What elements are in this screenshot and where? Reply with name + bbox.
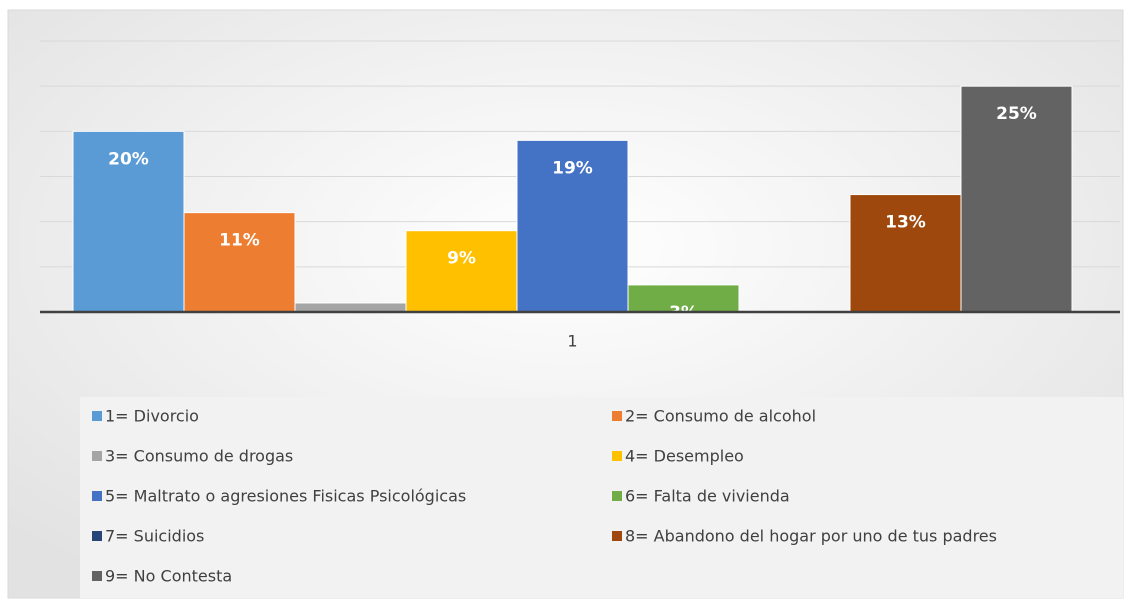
- legend-label: 7= Suicidios: [105, 527, 204, 546]
- legend-swatch: [92, 571, 102, 581]
- legend-label: 6= Falta de vivienda: [625, 487, 790, 506]
- bar: [849, 194, 962, 312]
- bar: [627, 284, 740, 312]
- legend-swatch: [612, 491, 622, 501]
- legend-swatch: [612, 411, 622, 421]
- bar: [72, 130, 185, 312]
- legend-label: 1= Divorcio: [105, 407, 199, 426]
- data-label: 25%: [996, 104, 1037, 124]
- legend-box: [80, 397, 1123, 598]
- legend-label: 9= No Contesta: [105, 567, 232, 586]
- legend-label: 2= Consumo de alcohol: [625, 407, 816, 426]
- legend-swatch: [92, 531, 102, 541]
- legend-swatch: [612, 531, 622, 541]
- data-label: 9%: [447, 249, 476, 269]
- legend-swatch: [92, 451, 102, 461]
- bar: [294, 302, 407, 312]
- data-label: 3%: [669, 303, 698, 323]
- legend-label: 3= Consumo de drogas: [105, 447, 293, 466]
- data-label: 13%: [885, 213, 926, 233]
- legend-label: 5= Maltrato o agresiones Fisicas Psicoló…: [105, 487, 466, 506]
- bar: [183, 212, 296, 312]
- data-label: 19%: [552, 158, 593, 178]
- x-tick-label: 1: [567, 332, 577, 351]
- data-label: 11%: [219, 231, 260, 251]
- legend-label: 4= Desempleo: [625, 447, 744, 466]
- legend-swatch: [92, 411, 102, 421]
- legend-swatch: [92, 491, 102, 501]
- bar: [405, 230, 518, 312]
- bar: [960, 85, 1073, 312]
- legend-label: 8= Abandono del hogar por uno de tus pad…: [625, 527, 997, 546]
- bar: [516, 139, 629, 312]
- data-label: 20%: [108, 149, 149, 169]
- legend-swatch: [612, 451, 622, 461]
